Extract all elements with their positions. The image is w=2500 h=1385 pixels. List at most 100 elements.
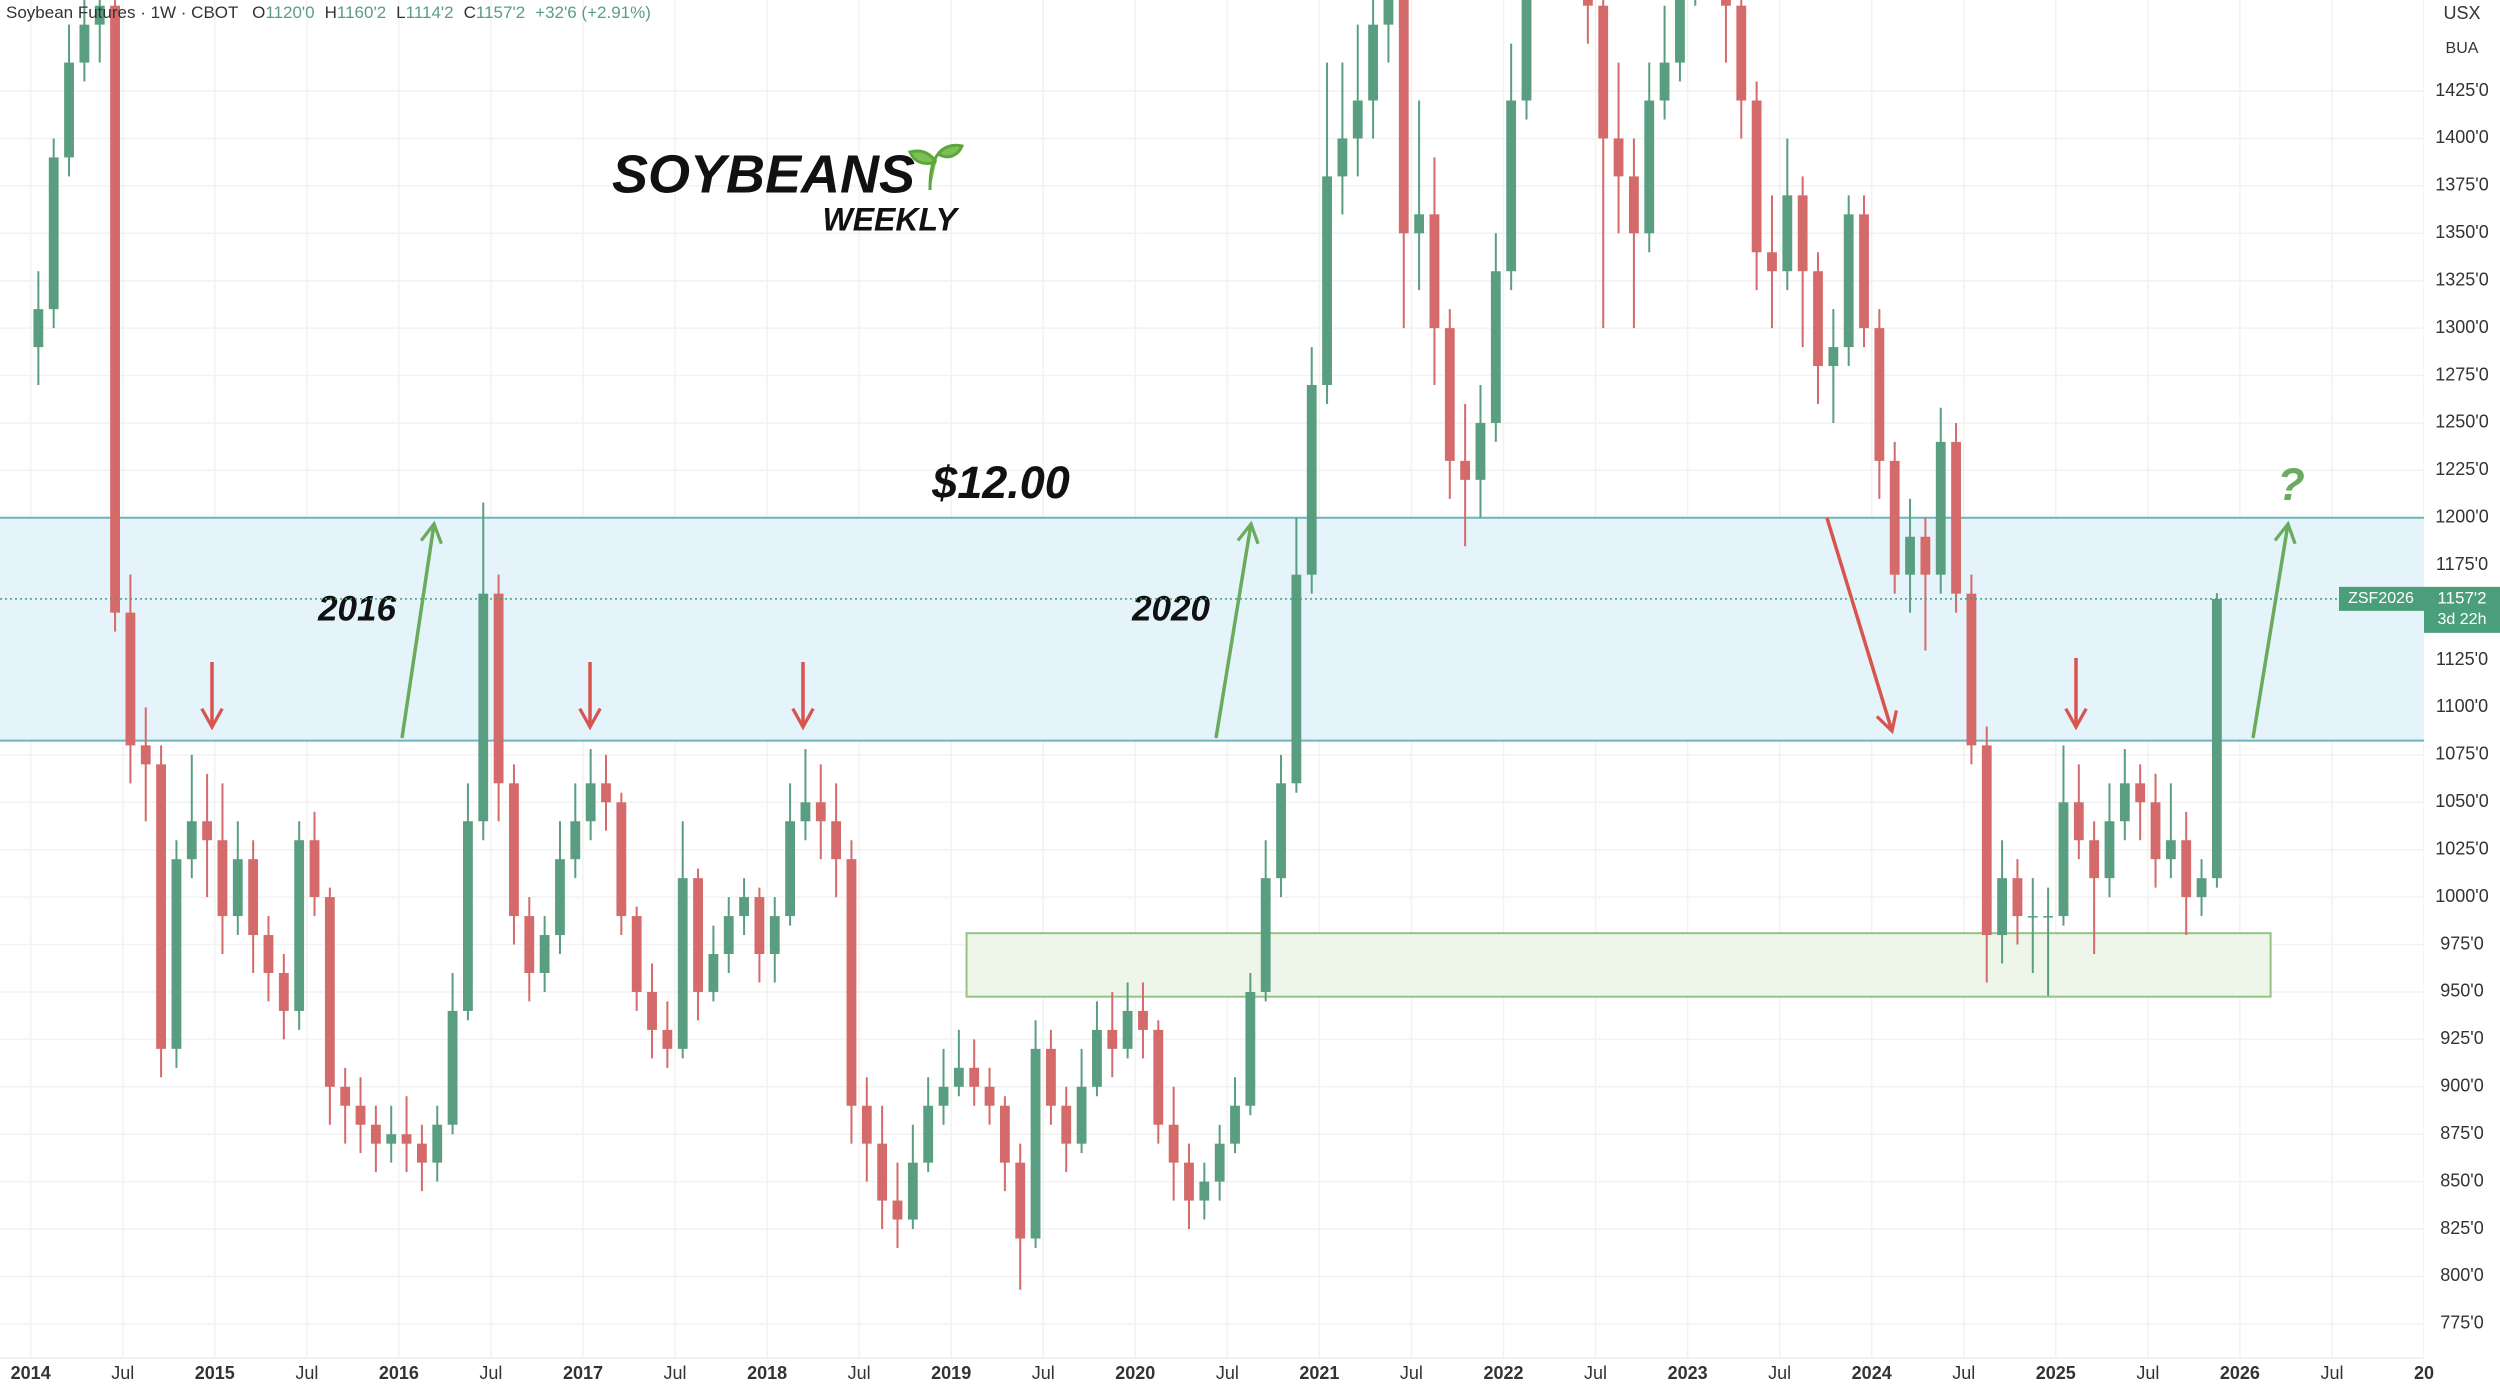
- candle-body: [1429, 214, 1440, 329]
- candle-body: [1230, 1105, 1240, 1144]
- candle-body: [1092, 1029, 1102, 1087]
- ohlc-value: 1157'2: [476, 3, 525, 22]
- logo: SOYBEANS WEEKLY: [612, 143, 965, 237]
- x-tick-label: Jul: [848, 1363, 871, 1383]
- price-tag-label: 1157'2: [2437, 588, 2486, 607]
- candle-body: [647, 991, 657, 1030]
- y-tick-label: 1325'0: [2435, 269, 2489, 289]
- x-tick-label: 2021: [1299, 1363, 1339, 1383]
- candle-body: [2104, 821, 2115, 879]
- y-tick-label: 875'0: [2440, 1123, 2483, 1143]
- candle-body: [432, 1124, 443, 1163]
- candle-body: [2043, 916, 2054, 918]
- candle-body: [1997, 878, 2008, 936]
- candle-body: [984, 1086, 995, 1106]
- candle-body: [263, 935, 274, 973]
- candle-body: [248, 859, 259, 936]
- x-tick-label: 20: [2414, 1363, 2434, 1383]
- x-tick-label: 2026: [2220, 1363, 2260, 1383]
- candle-body: [2027, 916, 2038, 918]
- y-tick-label: 1225'0: [2435, 459, 2489, 479]
- candle-body: [831, 821, 842, 860]
- candle-body: [1935, 441, 1946, 575]
- candle-body: [1168, 1124, 1179, 1163]
- countdown-label: 3d 22h: [2438, 611, 2487, 628]
- x-tick-label: 2025: [2036, 1363, 2076, 1383]
- y-tick-label: 1175'0: [2436, 554, 2488, 574]
- candle-body: [202, 821, 213, 841]
- candle-body: [1490, 271, 1501, 423]
- level-label: $12.00: [931, 457, 1070, 508]
- candle-body: [1859, 214, 1869, 329]
- candle-body: [1751, 100, 1762, 253]
- candle-body: [1782, 195, 1793, 272]
- up-arrow: [2251, 520, 2297, 739]
- ohlc-key: O: [252, 3, 265, 22]
- ohlc-key: L: [396, 3, 405, 22]
- symbol: Soybean Futures · 1W · CBOT: [6, 3, 238, 22]
- candle-body: [1214, 1143, 1225, 1182]
- candle-body: [539, 935, 550, 973]
- candle-body: [601, 783, 611, 803]
- candle-body: [1675, 0, 1685, 63]
- candle-body: [2073, 802, 2084, 841]
- candle-body: [171, 859, 182, 1049]
- candle-body: [1582, 0, 1593, 6]
- candle-body: [1352, 100, 1363, 139]
- candle-body: [416, 1143, 427, 1163]
- up-arrow: [400, 520, 443, 739]
- x-tick-label: Jul: [664, 1363, 687, 1383]
- candle-body: [2181, 840, 2192, 898]
- candle-body: [1276, 783, 1286, 879]
- candle-body: [1828, 347, 1839, 367]
- candle-body: [1260, 878, 1271, 992]
- x-tick-label: Jul: [1584, 1363, 1607, 1383]
- candle-body: [677, 878, 688, 1049]
- candle-body: [907, 1162, 918, 1220]
- candle-body: [2165, 840, 2176, 860]
- x-tick-label: Jul: [111, 1363, 134, 1383]
- candle-body: [1981, 745, 1992, 936]
- x-tick-label: Jul: [295, 1363, 318, 1383]
- y-tick-label: 1000'0: [2435, 886, 2489, 906]
- candle-body: [493, 593, 504, 784]
- x-tick-label: Jul: [1952, 1363, 1975, 1383]
- candle-body: [800, 802, 811, 822]
- candle-body: [370, 1124, 381, 1144]
- candle-body: [1414, 214, 1425, 234]
- candle-body: [1736, 5, 1747, 101]
- y-tick-label: 1250'0: [2435, 412, 2489, 432]
- y-tick-label: 975'0: [2440, 933, 2483, 953]
- x-tick-label: 2020: [1115, 1363, 1155, 1383]
- candle-body: [1076, 1086, 1087, 1144]
- candle-body: [877, 1143, 888, 1201]
- candle-body: [94, 5, 105, 25]
- zone: [0, 517, 2424, 741]
- candle-body: [662, 1029, 673, 1049]
- candle-body: [1506, 100, 1517, 272]
- candle-body: [1061, 1105, 1072, 1144]
- candle-body: [278, 972, 289, 1011]
- candle-body: [2012, 878, 2023, 917]
- x-tick-label: 2018: [747, 1363, 787, 1383]
- zone: [965, 932, 2272, 998]
- x-tick-label: Jul: [479, 1363, 502, 1383]
- candle-body: [1797, 195, 1808, 272]
- symbol-tag: [2339, 586, 2424, 611]
- candle-body: [309, 840, 320, 898]
- y-tick-label: 1075'0: [2435, 744, 2489, 764]
- candle-body: [723, 916, 734, 955]
- question-mark: ?: [2277, 459, 2305, 510]
- candle-body: [570, 821, 581, 860]
- candle-body: [1628, 176, 1639, 234]
- candle-body: [64, 62, 74, 158]
- y-tick-label: 800'0: [2440, 1265, 2483, 1285]
- y-tick-label: 950'0: [2440, 981, 2483, 1001]
- x-tick-label: 2014: [11, 1363, 51, 1383]
- candle-body: [386, 1134, 397, 1144]
- currency-label: USX: [2443, 3, 2480, 23]
- down-arrow: [1825, 517, 1898, 735]
- candle-body: [1337, 138, 1348, 177]
- candle-body: [2135, 783, 2146, 803]
